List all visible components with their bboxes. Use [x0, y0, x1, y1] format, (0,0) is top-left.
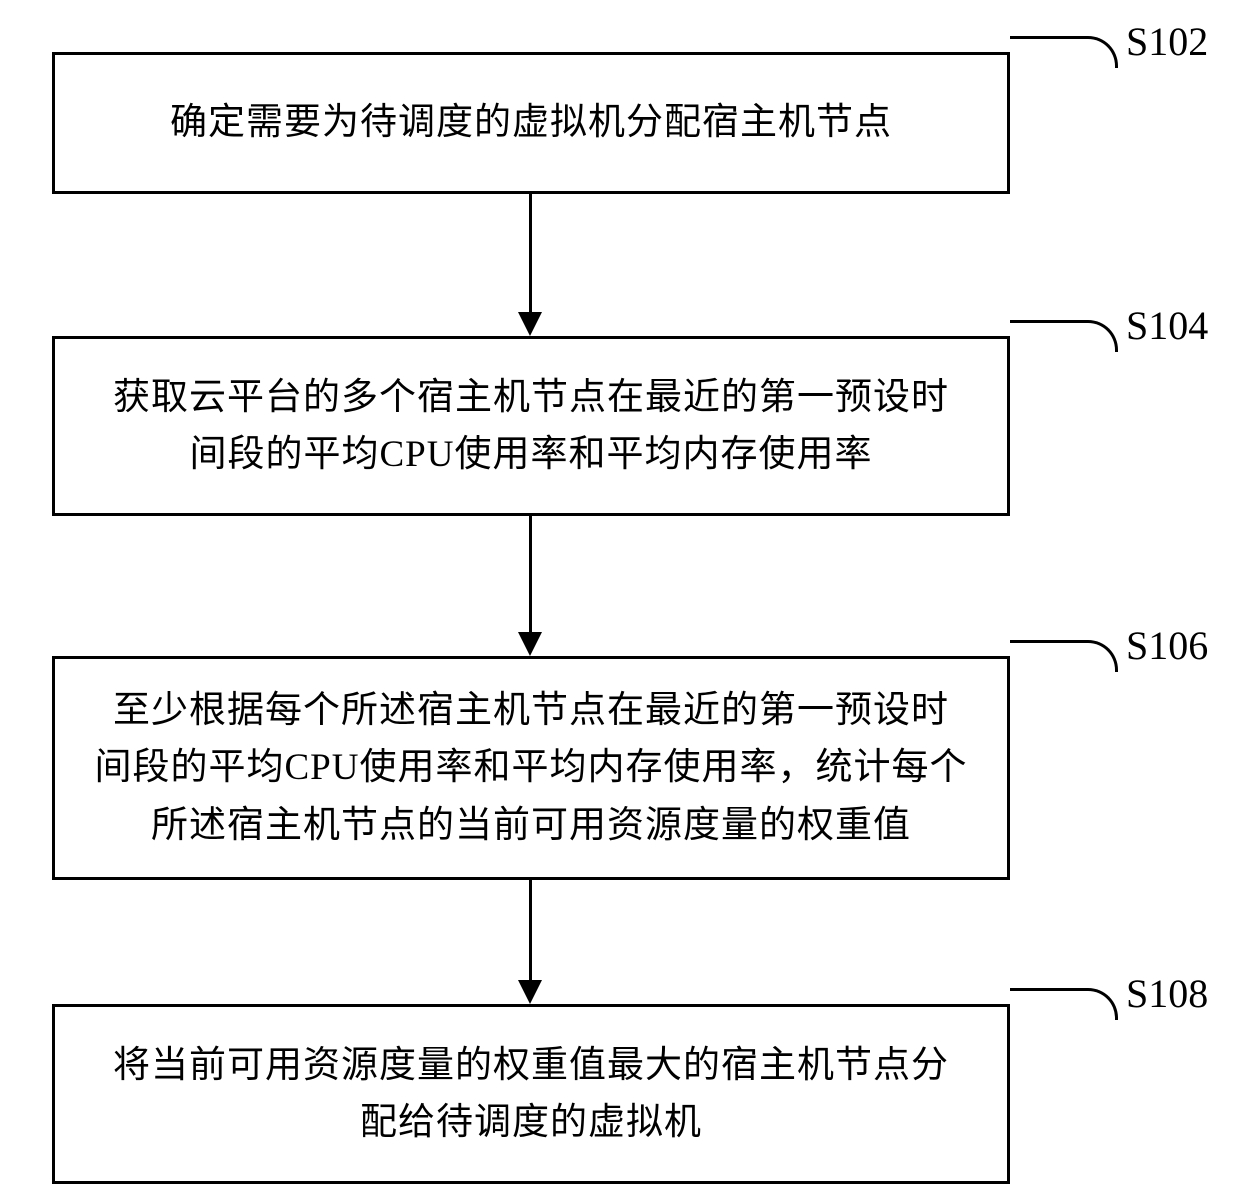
- arrow-down-icon: [518, 312, 542, 336]
- arrow-down-icon: [518, 980, 542, 1004]
- flowchart-canvas: 确定需要为待调度的虚拟机分配宿主机节点 S102 获取云平台的多个宿主机节点在最近的…: [0, 0, 1240, 1197]
- arrow-down-icon: [518, 632, 542, 656]
- connector-line: [1010, 320, 1118, 352]
- connector-line: [1010, 640, 1118, 672]
- flow-edge: [529, 516, 532, 632]
- flow-node-label-s106: S106: [1126, 622, 1208, 669]
- flow-edge: [529, 880, 532, 980]
- flow-node-text: 确定需要为待调度的虚拟机分配宿主机节点: [170, 94, 892, 151]
- flow-edge: [529, 194, 532, 312]
- flow-node-text: 至少根据每个所述宿主机节点在最近的第一预设时 间段的平均CPU使用率和平均内存使…: [95, 682, 968, 854]
- flow-node-s106: 至少根据每个所述宿主机节点在最近的第一预设时 间段的平均CPU使用率和平均内存使…: [52, 656, 1010, 880]
- flow-node-s102: 确定需要为待调度的虚拟机分配宿主机节点: [52, 52, 1010, 194]
- flow-node-s104: 获取云平台的多个宿主机节点在最近的第一预设时 间段的平均CPU使用率和平均内存使…: [52, 336, 1010, 516]
- connector-line: [1010, 36, 1118, 68]
- flow-node-label-s108: S108: [1126, 970, 1208, 1017]
- flow-node-text: 获取云平台的多个宿主机节点在最近的第一预设时 间段的平均CPU使用率和平均内存使…: [113, 369, 949, 484]
- connector-line: [1010, 988, 1118, 1020]
- flow-node-label-s102: S102: [1126, 18, 1208, 65]
- flow-node-text: 将当前可用资源度量的权重值最大的宿主机节点分 配给待调度的虚拟机: [113, 1037, 949, 1152]
- flow-node-label-s104: S104: [1126, 302, 1208, 349]
- flow-node-s108: 将当前可用资源度量的权重值最大的宿主机节点分 配给待调度的虚拟机: [52, 1004, 1010, 1184]
